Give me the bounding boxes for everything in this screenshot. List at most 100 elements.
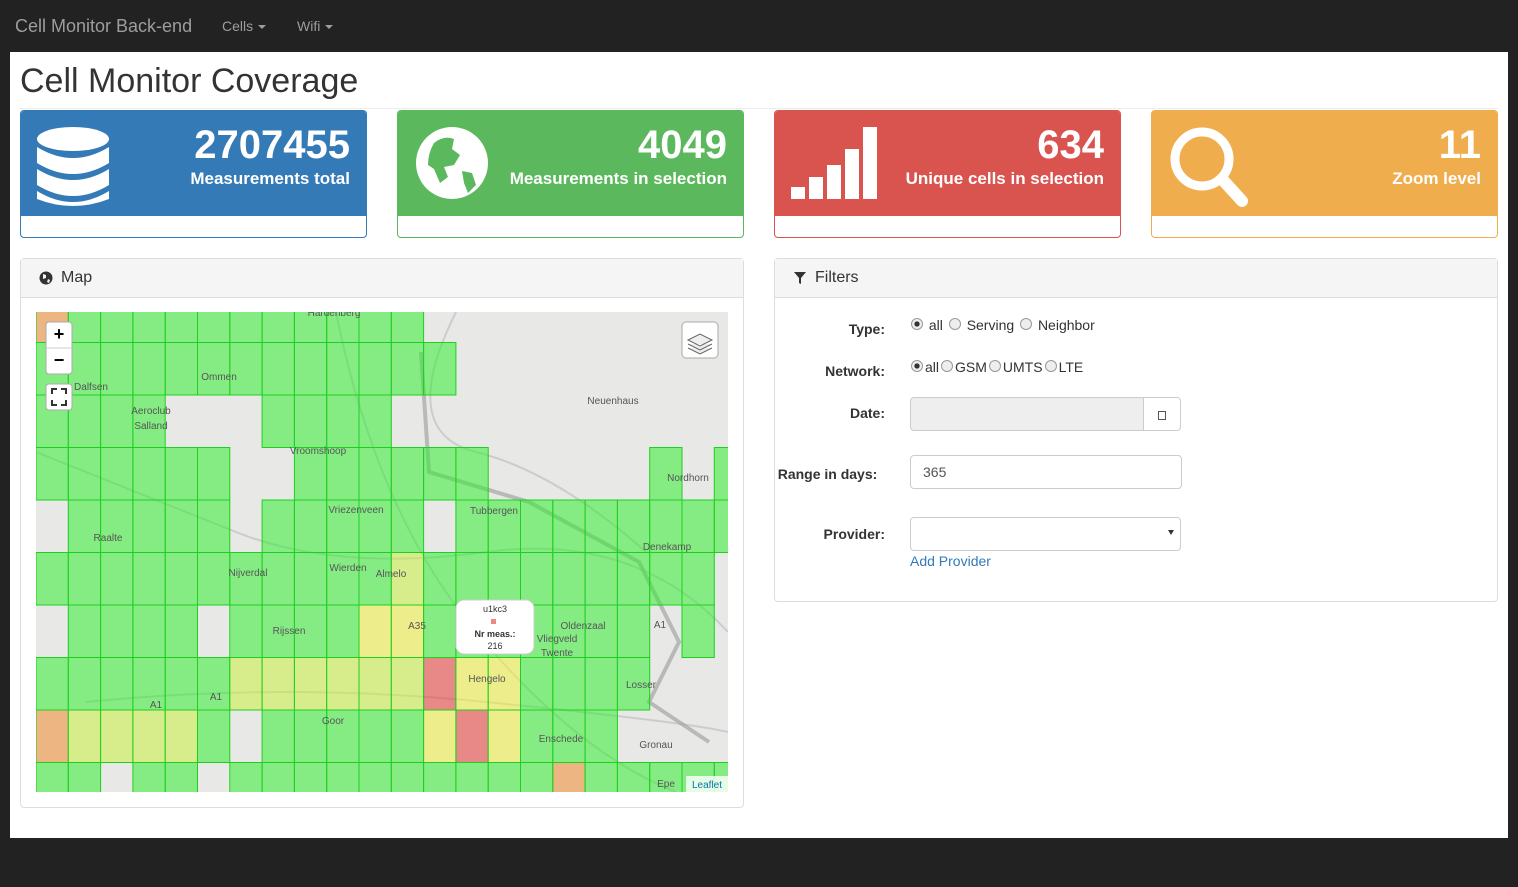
coverage-cell bbox=[584, 552, 618, 606]
stat-label: Measurements in selection bbox=[509, 169, 727, 188]
coverage-cell bbox=[326, 762, 360, 792]
coverage-cell bbox=[197, 552, 231, 606]
attribution[interactable]: Leaflet bbox=[692, 780, 722, 791]
coverage-cell bbox=[616, 552, 651, 606]
menu-wifi[interactable]: Wifi bbox=[297, 18, 333, 34]
coverage-cell bbox=[552, 657, 586, 711]
coverage-cell bbox=[423, 762, 457, 792]
coverage-cell bbox=[358, 312, 392, 343]
radio[interactable] bbox=[911, 318, 923, 330]
coverage-cell bbox=[132, 709, 166, 763]
coverage-cell bbox=[326, 499, 360, 553]
popup-cell: u1kc3 bbox=[483, 604, 507, 614]
radio[interactable] bbox=[1020, 318, 1033, 330]
place-label: Denekamp bbox=[643, 542, 692, 553]
place-label: Wierden bbox=[329, 563, 366, 574]
brand[interactable]: Cell Monitor Back-end bbox=[15, 16, 193, 36]
stat-value: 11 bbox=[1438, 123, 1481, 167]
option: all bbox=[925, 359, 940, 375]
coverage-cell bbox=[261, 499, 295, 553]
add-provider-link[interactable]: Add Provider bbox=[910, 553, 991, 569]
coverage-cell bbox=[423, 342, 457, 396]
zoom-out[interactable]: − bbox=[54, 350, 65, 370]
coverage-cell bbox=[423, 447, 457, 501]
coverage-cell bbox=[390, 709, 425, 763]
coverage-cell bbox=[293, 394, 328, 448]
coverage-cell bbox=[326, 447, 360, 501]
place-label: Vriezenveen bbox=[328, 505, 383, 516]
coverage-cell bbox=[293, 342, 328, 396]
signal-icon bbox=[791, 127, 877, 199]
search-icon bbox=[1170, 127, 1248, 207]
coverage-cell bbox=[261, 312, 295, 343]
date-button[interactable] bbox=[1143, 397, 1181, 431]
type-options: all Serving Neighbor bbox=[909, 317, 1095, 333]
coverage-cell bbox=[358, 604, 392, 658]
coverage-cell bbox=[132, 499, 166, 553]
coverage-cell bbox=[358, 657, 392, 711]
coverage-cell bbox=[229, 312, 263, 343]
coverage-cell bbox=[326, 657, 360, 711]
coverage-cell bbox=[132, 394, 166, 448]
radio[interactable] bbox=[988, 360, 1001, 372]
coverage-cell bbox=[616, 604, 651, 658]
coverage-cell bbox=[358, 394, 392, 448]
coverage-cell bbox=[616, 657, 651, 711]
radio[interactable] bbox=[1044, 360, 1057, 372]
range-input[interactable]: 365 bbox=[910, 455, 1182, 489]
coverage-cell bbox=[390, 342, 425, 396]
place-label: Rijssen bbox=[273, 626, 306, 637]
coverage-cell bbox=[67, 312, 102, 343]
radio[interactable] bbox=[948, 318, 961, 330]
coverage-cell bbox=[229, 342, 263, 396]
stat-label: Zoom level bbox=[1392, 169, 1481, 188]
coverage-cell bbox=[520, 552, 554, 606]
provider-label: Provider: bbox=[823, 526, 885, 542]
coverage-cell bbox=[261, 762, 295, 792]
coverage-cell bbox=[390, 499, 425, 553]
option: all bbox=[928, 317, 943, 333]
option: UMTS bbox=[1002, 359, 1043, 375]
coverage-cell bbox=[455, 447, 489, 501]
radio[interactable] bbox=[911, 360, 923, 372]
coverage-cell bbox=[261, 657, 295, 711]
coverage-cell bbox=[67, 447, 102, 501]
place-label: Goor bbox=[322, 716, 345, 727]
radio[interactable] bbox=[941, 360, 954, 372]
map[interactable]: Hardenberg Ommen Dalfsen Aeroclub Salland Vro… bbox=[36, 312, 728, 792]
coverage-cell bbox=[455, 709, 489, 763]
coverage-cell bbox=[649, 552, 683, 606]
coverage-cell bbox=[164, 762, 198, 792]
coverage-cell bbox=[358, 342, 392, 396]
coverage-cell bbox=[100, 604, 134, 658]
date-input[interactable] bbox=[910, 397, 1144, 431]
coverage-cell bbox=[552, 762, 586, 792]
place-label: Salland bbox=[134, 421, 167, 432]
zoom-in[interactable]: + bbox=[54, 324, 65, 344]
place-label: Hardenberg bbox=[308, 312, 361, 319]
popup-value: 216 bbox=[487, 641, 502, 651]
coverage-cell bbox=[552, 499, 586, 553]
coverage-cell bbox=[423, 552, 457, 606]
coverage-cell bbox=[584, 709, 618, 763]
place-label: Raalte bbox=[94, 533, 123, 544]
place-label: A1 bbox=[150, 700, 163, 711]
coverage-cell bbox=[261, 604, 295, 658]
coverage-cell bbox=[67, 604, 102, 658]
coverage-cell bbox=[326, 709, 360, 763]
coverage-cell bbox=[520, 499, 554, 553]
coverage-cell bbox=[552, 552, 586, 606]
provider-select[interactable] bbox=[910, 517, 1181, 551]
coverage-cell bbox=[229, 762, 263, 792]
coverage-cell bbox=[713, 499, 728, 553]
coverage-cell bbox=[584, 657, 618, 711]
coverage-cell bbox=[455, 762, 489, 792]
coverage-cell bbox=[487, 552, 522, 606]
menu-cells[interactable]: Cells bbox=[222, 18, 266, 34]
fullscreen-button[interactable] bbox=[45, 383, 73, 411]
coverage-cell bbox=[423, 657, 457, 711]
coverage-cell bbox=[197, 312, 231, 343]
coverage-cell bbox=[164, 342, 198, 396]
place-label: Dalfsen bbox=[74, 382, 108, 393]
coverage-cell bbox=[326, 604, 360, 658]
